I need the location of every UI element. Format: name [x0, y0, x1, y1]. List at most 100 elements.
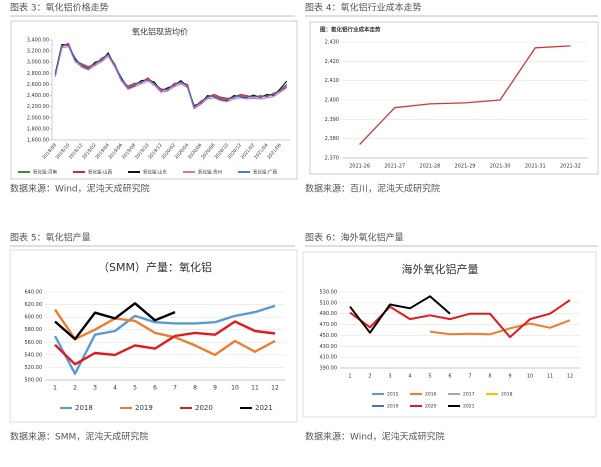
x-tick-label: 1 — [53, 385, 57, 392]
chart-frame — [9, 249, 298, 423]
x-tick-label: 7 — [468, 374, 471, 380]
y-tick-label: 500.00 — [25, 378, 43, 384]
y-tick-label: 540.00 — [25, 352, 43, 358]
x-tick-label: 12 — [271, 385, 279, 392]
y-tick-label: 3,400.00 — [27, 38, 49, 44]
x-tick-label: 9 — [508, 374, 511, 380]
y-tick-label: 3,000.00 — [27, 60, 49, 66]
y-tick-label: 580.00 — [25, 327, 43, 333]
caption: 图表 3：氧化铝价格走势 — [10, 2, 109, 14]
series-line — [53, 304, 276, 375]
x-tick-label: 11 — [251, 385, 259, 392]
source: 数据来源：Wind，泥沌天成研究院 — [10, 183, 150, 195]
x-tick-label: 4 — [408, 374, 411, 380]
legend-label: 2021 — [255, 404, 273, 412]
x-tick-label: 6 — [153, 385, 157, 392]
caption: 图表 4：氧化铝行业成本走势 — [305, 2, 422, 14]
source: 数据来源：百川，泥沌天成研究院 — [305, 183, 440, 195]
x-tick-label: 3 — [93, 385, 97, 392]
legend-label: 2018 — [75, 404, 93, 412]
chart-title: 氧化铝现货均价 — [132, 27, 188, 37]
legend-label: 2017 — [463, 392, 475, 398]
y-tick-label: 410.00 — [320, 355, 338, 361]
y-tick-label: 2,370 — [325, 156, 339, 162]
legend-label: 2020 — [195, 404, 213, 412]
x-tick-label: 1 — [348, 374, 351, 380]
y-tick-label: 450.00 — [320, 333, 338, 339]
x-tick-label: 2 — [73, 385, 77, 392]
y-tick-label: 640.00 — [25, 290, 43, 296]
chart-title: （SMM）产量：氧化铝 — [98, 260, 212, 274]
legend-label: 氧化铝:河南 — [33, 169, 58, 176]
x-tick-label: 10 — [527, 374, 533, 380]
x-tick-label: 3 — [388, 374, 391, 380]
y-tick-label: 2,390 — [325, 117, 339, 123]
y-tick-label: 1,800.00 — [27, 126, 49, 132]
x-tick-label: 10 — [231, 385, 239, 392]
series-line — [54, 44, 288, 108]
x-tick-label: 11 — [547, 374, 553, 380]
x-tick-label: 4 — [113, 385, 117, 392]
y-tick-label: 390.00 — [320, 366, 338, 372]
y-tick-label: 2,420 — [325, 59, 339, 65]
x-tick-label: 2021-31 — [525, 164, 546, 170]
x-tick-label: 2021-27 — [384, 164, 405, 170]
chart-frame — [309, 21, 599, 175]
x-tick-label: 8 — [488, 374, 491, 380]
y-tick-label: 2,430 — [325, 40, 339, 46]
series-line — [359, 45, 571, 145]
y-tick-label: 2,600.00 — [27, 82, 49, 88]
x-tick-label: 5 — [428, 374, 431, 380]
chart-title: 图：氧化铝行业成本走势 — [320, 26, 381, 34]
x-tick-label: 2021-30 — [490, 164, 511, 170]
y-tick-label: 560.00 — [25, 340, 43, 346]
y-tick-label: 2,380 — [325, 136, 339, 142]
y-tick-label: 620.00 — [25, 302, 43, 308]
x-tick-label: 2021-29 — [455, 164, 476, 170]
x-tick-label: 12 — [567, 374, 573, 380]
caption: 图表 6：海外氧化铝产量 — [305, 232, 404, 244]
x-tick-label: 2021-26 — [349, 164, 370, 170]
x-tick-label: 5 — [133, 385, 137, 392]
x-tick-label: 2021/06 — [266, 142, 283, 160]
chart-frame — [302, 251, 597, 418]
series-line — [54, 302, 176, 341]
source: 数据来源：Wind，泥沌天成研究院 — [305, 431, 445, 443]
x-tick-label: 2 — [368, 374, 371, 380]
x-tick-label: 8 — [193, 385, 197, 392]
legend-label: 2021 — [463, 404, 475, 410]
y-tick-label: 510.00 — [320, 300, 338, 306]
legend-label: 氧化铝:山东 — [143, 169, 168, 176]
x-tick-label: 6 — [448, 374, 451, 380]
legend-label: 2020 — [425, 404, 437, 410]
y-tick-label: 2,200.00 — [27, 104, 49, 110]
caption: 图表 5：氧化铝产量 — [10, 232, 91, 244]
y-tick-label: 520.00 — [25, 365, 43, 371]
chart-title: 海外氧化铝产量 — [402, 262, 479, 276]
legend-label: 氧化铝:山西 — [88, 169, 113, 176]
x-tick-label: 9 — [213, 385, 217, 392]
y-tick-label: 430.00 — [320, 344, 338, 350]
y-tick-label: 2,400.00 — [27, 93, 49, 99]
series-line — [349, 295, 451, 334]
x-tick-label: 7 — [173, 385, 177, 392]
y-tick-label: 2,410 — [325, 78, 339, 84]
legend-label: 2018 — [501, 392, 513, 398]
y-tick-label: 2,000.00 — [27, 115, 49, 121]
y-tick-label: 1,600.00 — [27, 138, 49, 144]
legend-label: 2016 — [425, 392, 437, 398]
series-line — [349, 299, 571, 339]
legend-label: 2015 — [387, 392, 399, 398]
source: 数据来源：SMM，泥沌天成研究院 — [10, 431, 148, 443]
chart-frame — [10, 20, 298, 180]
series-line — [54, 308, 276, 357]
series-line — [429, 319, 571, 336]
legend-label: 氧化铝:广西 — [253, 169, 278, 176]
y-tick-label: 2,400 — [325, 98, 339, 104]
y-tick-label: 600.00 — [25, 315, 43, 321]
legend-label: 2019 — [135, 404, 153, 412]
x-tick-label: 2021-28 — [419, 164, 440, 170]
y-tick-label: 470.00 — [320, 322, 338, 328]
